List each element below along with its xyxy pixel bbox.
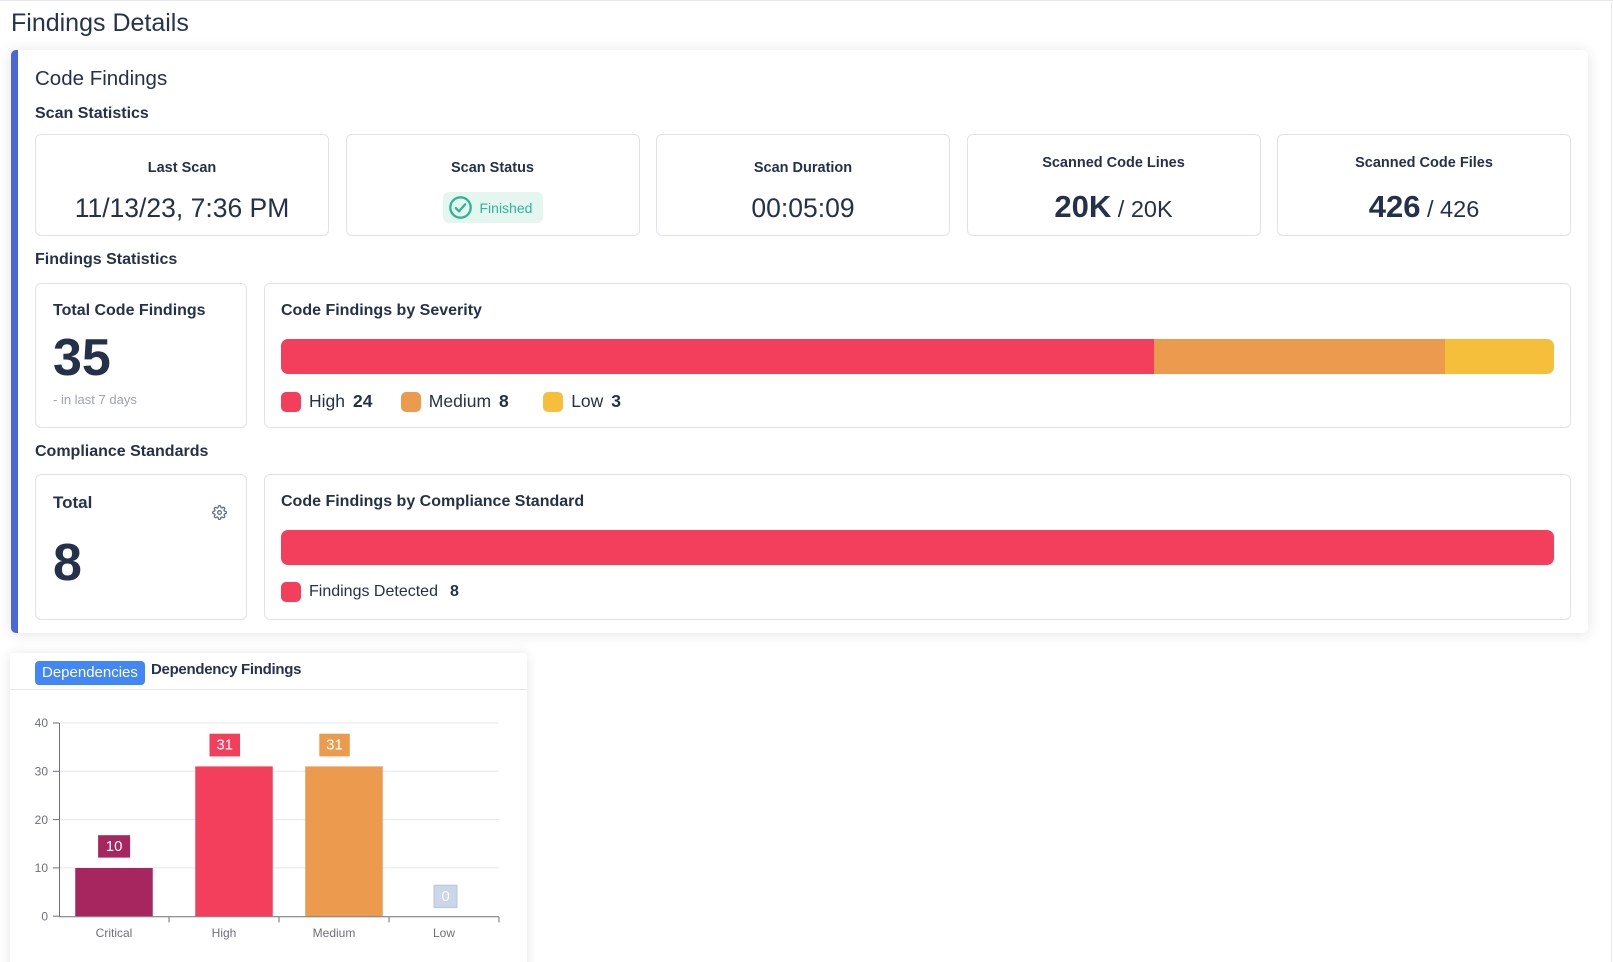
svg-text:20: 20 xyxy=(35,813,49,827)
svg-text:Low: Low xyxy=(433,926,455,940)
svg-text:0: 0 xyxy=(441,888,449,905)
svg-text:10: 10 xyxy=(106,838,123,855)
svg-text:31: 31 xyxy=(216,737,233,754)
svg-text:10: 10 xyxy=(35,861,49,875)
svg-text:0: 0 xyxy=(41,909,48,923)
svg-text:High: High xyxy=(212,926,237,940)
svg-text:Critical: Critical xyxy=(96,926,133,940)
svg-text:Medium: Medium xyxy=(313,926,356,940)
svg-text:30: 30 xyxy=(35,765,49,779)
svg-text:40: 40 xyxy=(35,716,49,730)
svg-text:31: 31 xyxy=(326,737,343,754)
